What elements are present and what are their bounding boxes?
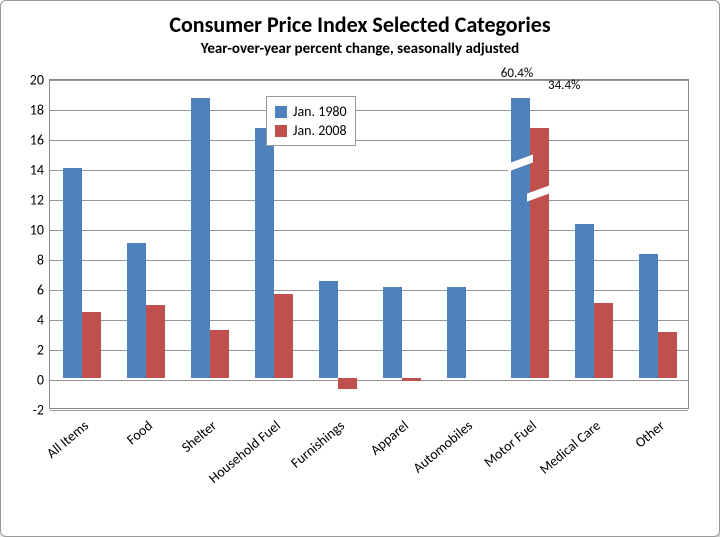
- legend-label: Jan. 1980: [293, 103, 347, 120]
- x-axis-tick-label: Apparel: [367, 417, 412, 459]
- bar: [639, 254, 658, 379]
- gridline: [50, 140, 688, 141]
- bar-annotation: 34.4%: [548, 78, 580, 93]
- y-axis-tick-label: 18: [30, 102, 50, 119]
- bar: [210, 330, 229, 378]
- gridline: [50, 110, 688, 111]
- x-axis-tick-label: Other: [632, 417, 668, 451]
- y-axis-tick-label: 6: [37, 282, 50, 299]
- bar: [255, 128, 274, 379]
- bar: [658, 332, 677, 379]
- bar-annotation: 60.4%: [501, 66, 533, 81]
- bar: [383, 287, 402, 379]
- x-axis-tick-label: Motor Fuel: [480, 417, 539, 471]
- legend: Jan. 1980 Jan. 2008: [266, 96, 356, 146]
- x-axis-tick-label: Shelter: [178, 417, 220, 456]
- bar: [447, 287, 466, 379]
- gridline: [50, 380, 688, 381]
- bar: [191, 98, 210, 379]
- chart-title: Consumer Price Index Selected Categories: [1, 11, 719, 38]
- bar: [274, 294, 293, 378]
- bar: [511, 98, 530, 379]
- bar: [575, 224, 594, 379]
- bar: [338, 378, 357, 389]
- gridline: [50, 410, 688, 411]
- y-axis-tick-label: 8: [37, 252, 50, 269]
- legend-item: Jan. 1980: [275, 103, 347, 120]
- legend-swatch: [275, 125, 287, 137]
- y-axis-tick-label: 2: [37, 342, 50, 359]
- chart-subtitle: Year-over-year percent change, seasonall…: [1, 40, 719, 58]
- bar: [319, 281, 338, 379]
- legend-label: Jan. 2008: [293, 122, 347, 139]
- legend-item: Jan. 2008: [275, 122, 347, 139]
- legend-swatch: [275, 106, 287, 118]
- x-axis-tick-label: Automobiles: [410, 417, 476, 476]
- bar: [63, 168, 82, 378]
- chart-container: Consumer Price Index Selected Categories…: [0, 0, 720, 537]
- y-axis-tick-label: -2: [33, 402, 50, 419]
- y-axis-tick-label: 0: [37, 372, 50, 389]
- bar: [530, 128, 549, 379]
- y-axis-tick-label: 10: [30, 222, 50, 239]
- gridline: [50, 170, 688, 171]
- bar: [402, 378, 421, 381]
- plot-area: -20246810121416182060.4%34.4%: [49, 79, 689, 409]
- gridline: [50, 80, 688, 81]
- x-axis-tick-label: All Items: [43, 417, 92, 462]
- y-axis-tick-label: 4: [37, 312, 50, 329]
- bar: [146, 305, 165, 379]
- x-axis-tick-label: Food: [123, 417, 156, 448]
- y-axis-tick-label: 12: [30, 192, 50, 209]
- bar: [127, 243, 146, 378]
- x-axis-tick-label: Furnishings: [287, 417, 347, 472]
- x-axis-tick-label: Medical Care: [536, 417, 604, 478]
- y-axis-tick-label: 20: [30, 72, 50, 89]
- bar: [82, 312, 101, 378]
- y-axis-tick-label: 16: [30, 132, 50, 149]
- bar: [594, 303, 613, 378]
- gridline: [50, 200, 688, 201]
- y-axis-tick-label: 14: [30, 162, 50, 179]
